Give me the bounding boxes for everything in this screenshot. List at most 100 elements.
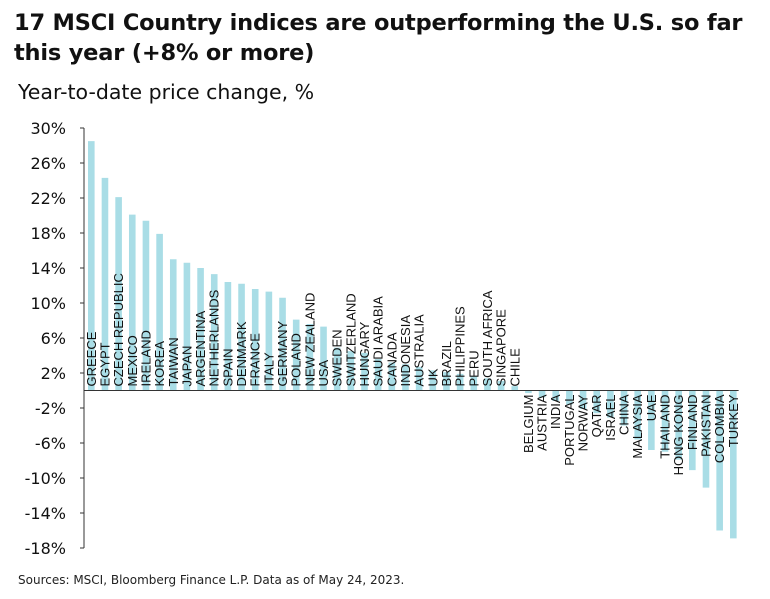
bar bbox=[361, 352, 368, 391]
category-label: THAILAND bbox=[658, 395, 673, 459]
bar bbox=[443, 372, 450, 391]
category-label: PERU bbox=[466, 350, 481, 386]
bar bbox=[374, 359, 382, 391]
bar bbox=[511, 386, 519, 391]
category-label: PHILIPPINES bbox=[453, 306, 468, 387]
category-label: UAE bbox=[644, 394, 659, 421]
bar bbox=[142, 220, 150, 391]
bar bbox=[456, 373, 464, 391]
category-label: AUSTRIA bbox=[535, 394, 550, 451]
bar bbox=[347, 351, 355, 391]
category-label: UK bbox=[425, 368, 440, 386]
y-tick-label: -14% bbox=[25, 504, 66, 523]
category-label: INDIA bbox=[548, 394, 563, 429]
bar bbox=[402, 364, 409, 391]
y-tick-label: 2% bbox=[41, 364, 66, 383]
y-tick-label: -10% bbox=[25, 469, 66, 488]
bar bbox=[251, 289, 259, 391]
bar bbox=[238, 283, 245, 391]
category-label: FRANCE bbox=[248, 333, 263, 387]
category-label: SWITZERLAND bbox=[343, 293, 358, 386]
category-label: TAIWAN bbox=[166, 337, 181, 386]
y-tick-label: 18% bbox=[30, 224, 66, 243]
bar bbox=[497, 380, 505, 391]
category-label: ARGENTINA bbox=[193, 310, 208, 386]
y-axis-label: Year-to-date price change, % bbox=[18, 80, 315, 104]
bar bbox=[388, 362, 396, 391]
bar bbox=[470, 376, 478, 391]
bar bbox=[675, 390, 682, 460]
category-label: FINLAND bbox=[685, 395, 700, 451]
y-tick-label: -2% bbox=[35, 399, 66, 418]
bar bbox=[210, 274, 218, 391]
y-axis-ticks: 30% 26% 22% 18% 14% 10% 6% 2% -2% -6% -10% -14% -18% bbox=[25, 119, 84, 558]
y-tick-label: 26% bbox=[30, 154, 66, 173]
y-tick-label: -18% bbox=[25, 539, 66, 558]
category-label: NETHERLANDS bbox=[207, 289, 222, 386]
bar bbox=[716, 390, 723, 531]
bar bbox=[306, 324, 314, 391]
y-tick-label: 30% bbox=[30, 119, 66, 138]
category-label: CHINA bbox=[617, 394, 632, 435]
category-label: ISRAEL bbox=[603, 395, 618, 441]
category-label: POLAND bbox=[289, 333, 304, 386]
bar bbox=[538, 390, 546, 398]
category-label: KOREA bbox=[152, 341, 167, 387]
bar bbox=[593, 390, 601, 414]
bar bbox=[525, 390, 532, 394]
category-label: EGYPT bbox=[97, 342, 112, 386]
category-label: SINGAPORE bbox=[494, 309, 509, 387]
category-label: HUNGARY bbox=[357, 321, 372, 386]
category-label: PAKISTAN bbox=[699, 395, 714, 457]
bar bbox=[429, 370, 437, 391]
y-tick-label: 22% bbox=[30, 189, 66, 208]
category-label: COLOMBIA bbox=[712, 394, 727, 463]
bar bbox=[730, 390, 737, 539]
category-label: SOUTH AFRICA bbox=[480, 290, 495, 386]
category-label: MEXICO bbox=[125, 335, 140, 386]
category-label: AUSTRALIA bbox=[412, 314, 427, 387]
bar bbox=[634, 390, 641, 440]
bar bbox=[224, 282, 232, 391]
bar bbox=[689, 390, 696, 471]
category-label: NEW ZEALAND bbox=[302, 293, 317, 387]
bar bbox=[607, 390, 614, 418]
bar bbox=[333, 347, 341, 391]
category-label: HONG KONG bbox=[671, 395, 686, 476]
bar bbox=[156, 233, 163, 391]
category-label: PORTUGAL bbox=[562, 395, 577, 466]
category-label: USA bbox=[316, 359, 331, 386]
category-label: NORWAY bbox=[576, 394, 591, 451]
y-tick-label: 14% bbox=[30, 259, 66, 278]
bar bbox=[128, 214, 136, 391]
y-tick-label: 10% bbox=[30, 294, 66, 313]
bar bbox=[197, 268, 204, 391]
category-label: CHILE bbox=[507, 348, 522, 387]
category-label: JAPAN bbox=[179, 346, 194, 387]
category-label: SWEDEN bbox=[330, 329, 345, 386]
bar bbox=[183, 262, 191, 391]
bars-group bbox=[88, 141, 737, 539]
category-label: IRELAND bbox=[138, 330, 153, 386]
category-label: MALAYSIA bbox=[630, 394, 645, 458]
bar bbox=[702, 390, 710, 488]
bar bbox=[620, 390, 628, 426]
y-tick-label: 6% bbox=[41, 329, 66, 348]
bar bbox=[292, 319, 300, 391]
bar bbox=[115, 197, 122, 391]
category-label: SPAIN bbox=[220, 348, 235, 386]
bar bbox=[661, 390, 669, 452]
category-label: BRAZIL bbox=[439, 341, 454, 387]
category-label: INDONESIA bbox=[398, 315, 413, 387]
category-label: ITALY bbox=[261, 352, 276, 387]
bar bbox=[566, 390, 573, 405]
bar bbox=[484, 378, 491, 391]
bar bbox=[88, 141, 95, 391]
y-tick-label: -6% bbox=[35, 434, 66, 453]
category-label: QATAR bbox=[589, 395, 604, 438]
category-label: GREECE bbox=[84, 331, 99, 386]
chart-title: 17 MSCI Country indices are outperformin… bbox=[14, 10, 743, 66]
bar bbox=[320, 326, 327, 391]
category-label: DENMARK bbox=[234, 321, 249, 386]
